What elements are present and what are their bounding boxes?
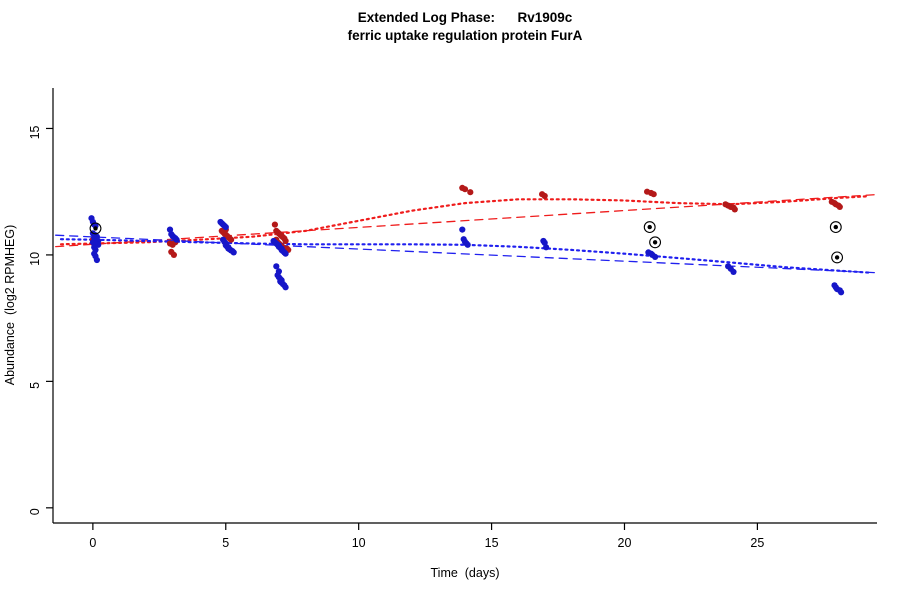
blue-condition-points-dot xyxy=(459,226,466,233)
x-axis-title: Time (days) xyxy=(431,566,500,580)
x-tick-label: 10 xyxy=(352,536,366,550)
y-tick-label: 5 xyxy=(28,382,42,389)
red-condition-points-dot xyxy=(282,237,289,245)
red-condition-points-dot xyxy=(650,191,657,198)
red-condition-points-dot xyxy=(836,203,843,210)
y-tick-label: 0 xyxy=(28,508,42,515)
red-condition-points-dot xyxy=(541,192,548,200)
blue-condition-points-dot xyxy=(543,244,550,251)
outlier-ring-icon xyxy=(643,221,656,234)
outlier-ring-icon xyxy=(89,222,102,235)
red-condition-points-dot xyxy=(271,221,278,228)
x-tick-label: 20 xyxy=(618,536,632,550)
x-tick-label: 0 xyxy=(89,536,96,550)
outlier-dot xyxy=(652,240,658,245)
blue-linear-fit xyxy=(55,234,875,274)
red-loess-fit xyxy=(59,195,871,246)
outlier-ring-icon xyxy=(831,251,844,264)
outlier-ring-icon xyxy=(829,221,842,234)
outlier-dot xyxy=(647,224,652,230)
outlier-dot xyxy=(93,226,98,231)
red-condition-points-dot xyxy=(170,251,177,258)
red-condition-points-dot xyxy=(731,206,738,213)
blue-condition-points-dot xyxy=(838,289,845,296)
outlier-dot xyxy=(833,224,838,230)
blue-condition-points-dot xyxy=(652,253,659,260)
blue-condition-points-dot xyxy=(282,250,289,257)
y-tick-label: 15 xyxy=(28,125,42,139)
red-condition-points-dot xyxy=(461,186,469,193)
blue-condition-points-dot xyxy=(173,236,180,243)
blue-condition-points-dot xyxy=(464,241,471,248)
y-axis-title: Abundance (log2 RPMHEG) xyxy=(3,225,17,386)
red-condition-points-dot xyxy=(228,236,235,243)
outlier-ring-icon xyxy=(649,236,662,249)
chart-title-line2: ferric uptake regulation protein FurA xyxy=(348,28,583,43)
red-linear-fit xyxy=(55,194,875,248)
trend-lines xyxy=(55,194,875,274)
x-tick-label: 15 xyxy=(485,536,499,550)
blue-condition-points-dot xyxy=(222,224,229,231)
x-tick-label: 5 xyxy=(222,536,229,550)
flagged-points xyxy=(89,221,844,264)
blue-condition-points-dot xyxy=(282,284,289,291)
blue-condition-points-dot xyxy=(93,256,100,264)
axes: 0 5 10 15 20 25 0 5 10 15 xyxy=(28,88,877,550)
x-tick-label: 25 xyxy=(750,536,764,550)
blue-condition-points-dot xyxy=(273,263,280,270)
red-condition-points-dot xyxy=(467,189,474,196)
y-tick-label: 10 xyxy=(28,252,42,266)
outlier-dot xyxy=(834,255,840,260)
chart-title-line1: Extended Log Phase: Rv1909c xyxy=(358,10,573,25)
blue-condition-points-dot xyxy=(730,268,737,275)
data-points xyxy=(88,184,845,296)
blue-condition-points-dot xyxy=(230,249,237,256)
